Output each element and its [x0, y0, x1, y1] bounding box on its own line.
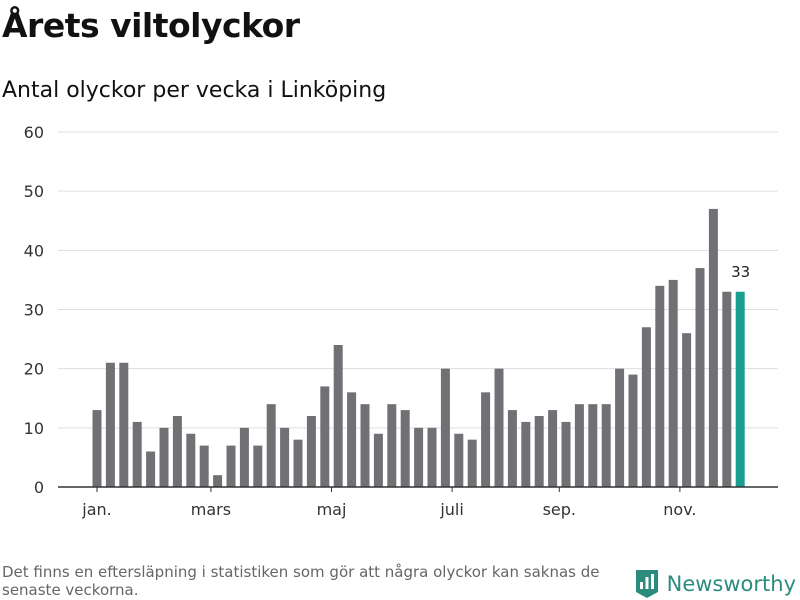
bar — [306, 416, 316, 487]
bar — [92, 410, 102, 487]
x-tick-label: jan. — [81, 500, 111, 519]
data-label: 33 — [731, 263, 750, 281]
y-tick-label: 40 — [24, 241, 44, 260]
y-axis-ticks: 0 10 20 30 40 50 60 — [24, 123, 44, 497]
bar — [213, 475, 223, 487]
brand[interactable]: Newsworthy — [635, 569, 796, 599]
bar — [199, 445, 209, 487]
bar — [615, 368, 625, 487]
bar — [400, 410, 410, 487]
bar — [373, 433, 383, 487]
bar — [601, 404, 611, 487]
x-tick-label: nov. — [663, 500, 696, 519]
bar — [132, 421, 142, 487]
bar — [588, 404, 598, 487]
bar — [427, 427, 437, 487]
bar — [266, 404, 276, 487]
bar — [172, 416, 182, 487]
bars — [92, 208, 745, 487]
bar — [186, 433, 196, 487]
bar — [722, 291, 732, 487]
bar — [253, 445, 263, 487]
footnote: Det finns en eftersläpning i statistiken… — [2, 563, 600, 599]
bar — [695, 268, 705, 487]
bar — [146, 451, 156, 487]
bar — [119, 362, 129, 487]
bar — [655, 285, 665, 487]
bar-chart: 0 10 20 30 40 50 60 jan. mars maj juli sep. nov. 33 — [24, 123, 778, 519]
bar — [668, 279, 678, 487]
y-tick-label: 60 — [24, 123, 44, 142]
y-tick-label: 30 — [24, 301, 44, 320]
y-tick-label: 10 — [24, 419, 44, 438]
bar — [105, 362, 115, 487]
bar — [548, 410, 558, 487]
bar — [628, 374, 638, 487]
bar — [708, 208, 718, 487]
brand-name: Newsworthy — [666, 572, 796, 596]
y-tick-label: 20 — [24, 360, 44, 379]
x-tick-label: juli — [439, 500, 463, 519]
bar — [521, 421, 531, 487]
x-tick-label: sep. — [543, 500, 576, 519]
bar — [239, 427, 249, 487]
bar — [494, 368, 504, 487]
bar — [333, 345, 343, 487]
bar — [574, 404, 584, 487]
newsworthy-logo-icon — [635, 570, 658, 598]
bar — [440, 368, 450, 487]
chart-title: Årets viltolyckor — [2, 6, 300, 45]
bar — [320, 386, 330, 487]
bar — [226, 445, 236, 487]
bar-highlight — [735, 291, 745, 487]
bar — [682, 333, 692, 487]
bar — [561, 421, 571, 487]
bar — [280, 427, 290, 487]
x-tick-label: maj — [317, 500, 347, 519]
bar — [293, 439, 303, 487]
bar — [347, 392, 357, 487]
bar — [641, 327, 651, 487]
bar — [467, 439, 477, 487]
chart-subtitle: Antal olyckor per vecka i Linköping — [2, 78, 387, 103]
x-axis: jan. mars maj juli sep. nov. — [58, 486, 778, 519]
bar — [387, 404, 397, 487]
bar — [360, 404, 370, 487]
y-tick-label: 0 — [34, 478, 44, 497]
bar — [414, 427, 424, 487]
x-tick-label: mars — [191, 500, 231, 519]
y-tick-label: 50 — [24, 182, 44, 201]
bar — [481, 392, 491, 487]
bar — [159, 427, 169, 487]
data-labels: 33 — [731, 263, 750, 281]
bar — [534, 416, 544, 487]
bar — [454, 433, 464, 487]
bar — [507, 410, 517, 487]
